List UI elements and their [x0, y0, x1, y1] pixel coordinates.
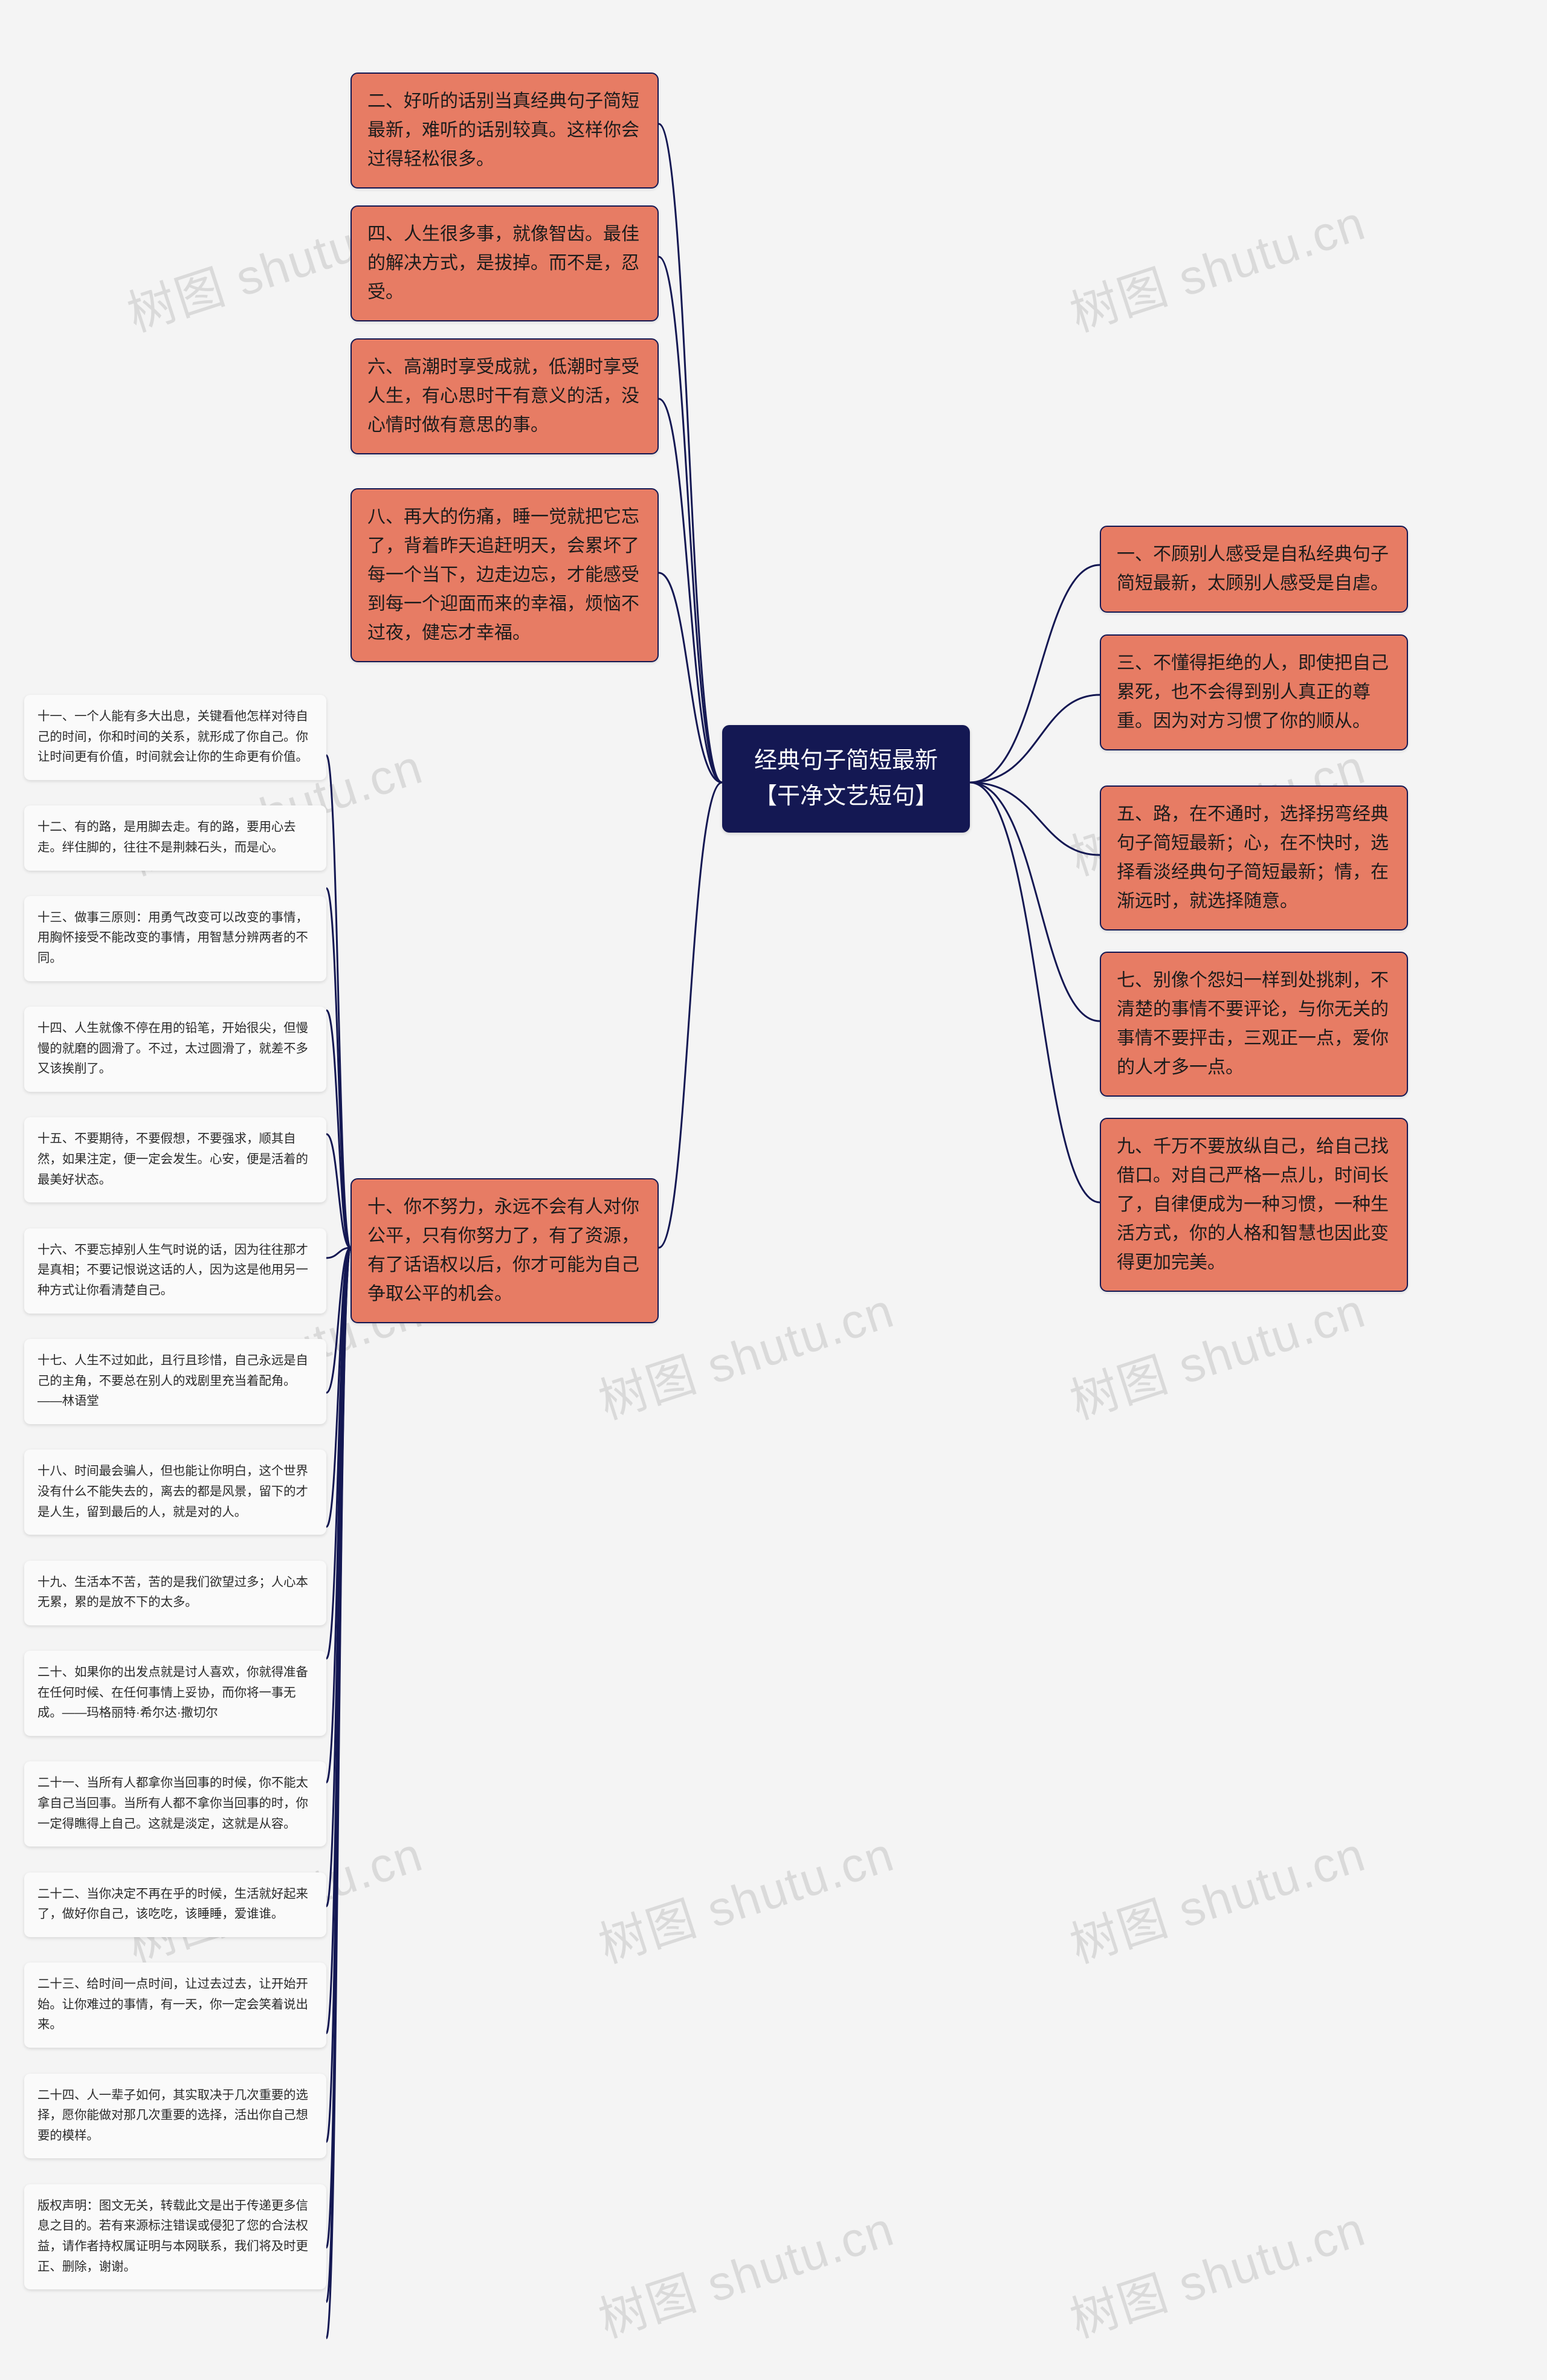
branch-r9[interactable]: 九、千万不要放纵自己，给自己找借口。对自己严格一点儿，时间长了，自律便成为一种习… — [1100, 1118, 1408, 1292]
branch-l4[interactable]: 四、人生很多事，就像智齿。最佳的解决方式，是拔掉。而不是，忍受。 — [350, 205, 659, 321]
leaf-11[interactable]: 十一、一个人能有多大出息，关键看他怎样对待自己的时间，你和时间的关系，就形成了你… — [24, 695, 326, 780]
leaf-15[interactable]: 十五、不要期待，不要假想，不要强求，顺其自然，如果注定，便一定会发生。心安，便是… — [24, 1117, 326, 1202]
leaf-16[interactable]: 十六、不要忘掉别人生气时说的话，因为往往那才是真相；不要记恨说这话的人，因为这是… — [24, 1228, 326, 1314]
leaf-18[interactable]: 十八、时间最会骗人，但也能让你明白，这个世界没有什么不能失去的，离去的都是风景，… — [24, 1450, 326, 1535]
mindmap-canvas: 树图 shutu.cn 树图 shutu.cn 树图 shutu.cn 树图 s… — [0, 0, 1547, 2380]
leaf-19[interactable]: 十九、生活本不苦，苦的是我们欲望过多；人心本无累，累的是放不下的太多。 — [24, 1561, 326, 1625]
leaf-23[interactable]: 二十三、给时间一点时间，让过去过去，让开始开始。让你难过的事情，有一天，你一定会… — [24, 1962, 326, 2048]
leaf-24[interactable]: 二十四、人一辈子如何，其实取决于几次重要的选择，愿你能做对那几次重要的选择，活出… — [24, 2074, 326, 2159]
branch-l10[interactable]: 十、你不努力，永远不会有人对你公平，只有你努力了，有了资源，有了话语权以后，你才… — [350, 1178, 659, 1323]
leaf-20[interactable]: 二十、如果你的出发点就是讨人喜欢，你就得准备在任何时候、在任何事情上妥协，而你将… — [24, 1651, 326, 1736]
leaf-21[interactable]: 二十一、当所有人都拿你当回事的时候，你不能太拿自己当回事。当所有人都不拿你当回事… — [24, 1761, 326, 1846]
leaf-17[interactable]: 十七、人生不过如此，且行且珍惜，自己永远是自己的主角，不要总在别人的戏剧里充当着… — [24, 1339, 326, 1424]
watermark: 树图 shutu.cn — [1060, 1816, 1373, 1977]
branch-l2[interactable]: 二、好听的话别当真经典句子简短最新，难听的话别较真。这样你会过得轻松很多。 — [350, 73, 659, 189]
branch-r7[interactable]: 七、别像个怨妇一样到处挑刺，不清楚的事情不要评论，与你无关的事情不要抨击，三观正… — [1100, 952, 1408, 1097]
leaf-13[interactable]: 十三、做事三原则：用勇气改变可以改变的事情，用胸怀接受不能改变的事情，用智慧分辨… — [24, 896, 326, 981]
watermark: 树图 shutu.cn — [1060, 1272, 1373, 1433]
branch-r3[interactable]: 三、不懂得拒绝的人，即使把自己累死，也不会得到别人真正的尊重。因为对方习惯了你的… — [1100, 634, 1408, 750]
center-topic[interactable]: 经典句子简短最新【干净文艺短句】 — [722, 725, 970, 833]
watermark: 树图 shutu.cn — [589, 1816, 902, 1977]
leaf-copyright: 版权声明：图文无关，转载此文是出于传递更多信息之目的。若有来源标注错误或侵犯了您… — [24, 2184, 326, 2289]
branch-r5[interactable]: 五、路，在不通时，选择拐弯经典句子简短最新；心，在不快时，选择看淡经典句子简短最… — [1100, 785, 1408, 930]
leaf-22[interactable]: 二十二、当你决定不再在乎的时候，生活就好起来了，做好你自己，该吃吃，该睡睡，爱谁… — [24, 1872, 326, 1937]
watermark: 树图 shutu.cn — [1060, 184, 1373, 346]
leaf-12[interactable]: 十二、有的路，是用脚去走。有的路，要用心去走。绊住脚的，往往不是荆棘石头，而是心… — [24, 805, 326, 870]
branch-r1[interactable]: 一、不顾别人感受是自私经典句子简短最新，太顾别人感受是自虐。 — [1100, 526, 1408, 613]
leaf-14[interactable]: 十四、人生就像不停在用的铅笔，开始很尖，但慢慢的就磨的圆滑了。不过，太过圆滑了，… — [24, 1007, 326, 1092]
watermark: 树图 shutu.cn — [1060, 2190, 1373, 2352]
branch-l8[interactable]: 八、再大的伤痛，睡一觉就把它忘了，背着昨天追赶明天，会累坏了每一个当下，边走边忘… — [350, 488, 659, 662]
branch-l6[interactable]: 六、高潮时享受成就，低潮时享受人生，有心思时干有意义的活，没心情时做有意思的事。 — [350, 338, 659, 454]
watermark: 树图 shutu.cn — [589, 2190, 902, 2352]
